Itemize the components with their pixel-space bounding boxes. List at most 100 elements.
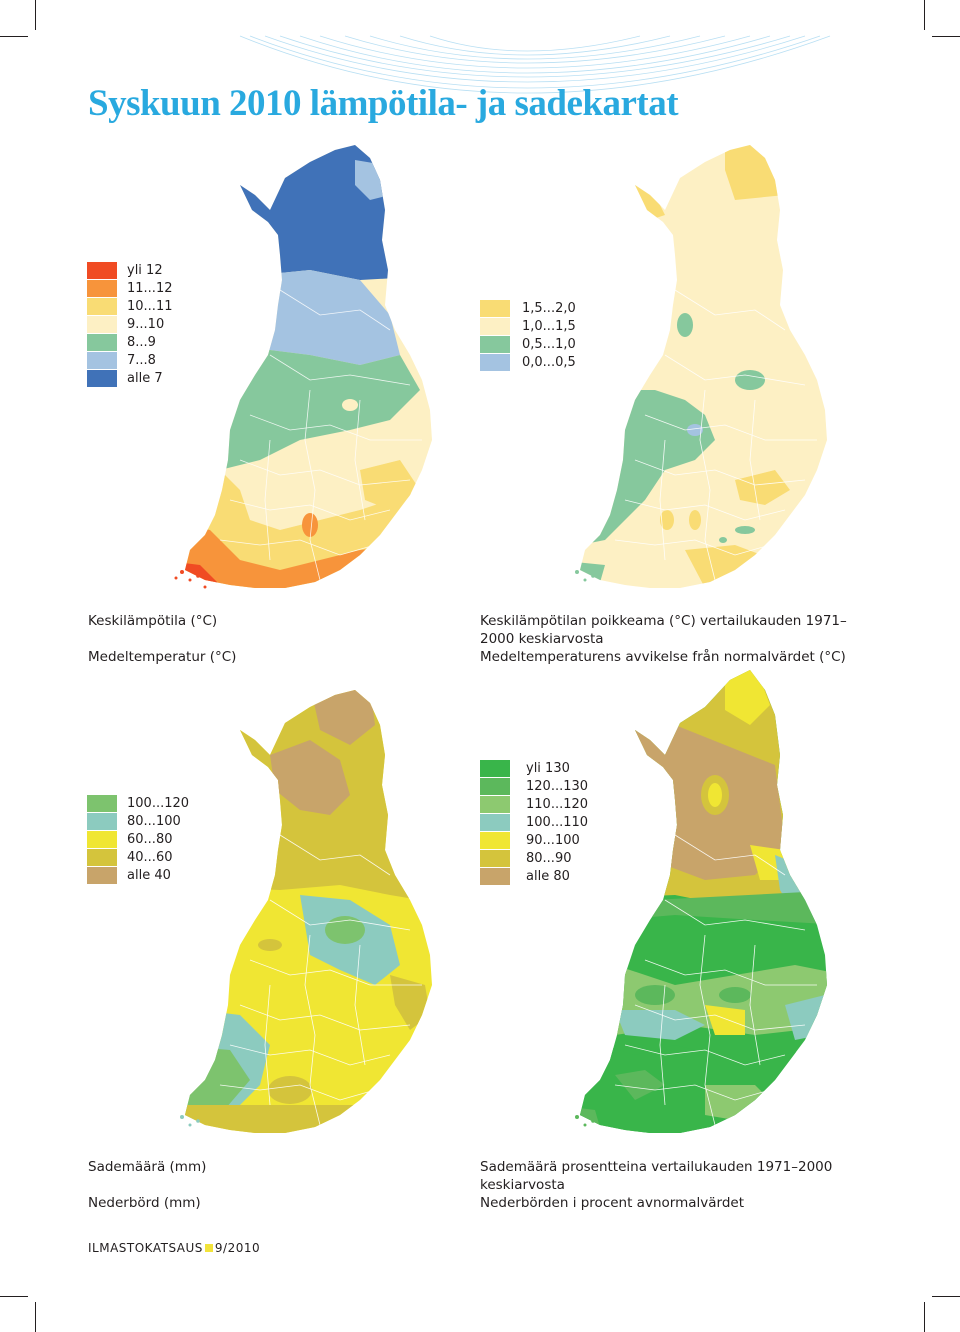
- temperature-legend: yli 12 11...12 10...11 9...10 8...9 7...…: [87, 262, 172, 388]
- legend-label: yli 12: [127, 263, 163, 278]
- legend-swatch: [480, 318, 510, 336]
- crop-mark: [0, 1296, 28, 1297]
- crop-mark: [0, 36, 28, 37]
- precipitation-map: [180, 690, 432, 1133]
- temperature-map: [174, 145, 432, 589]
- legend-swatch: [480, 300, 510, 318]
- legend-swatch: [480, 868, 510, 886]
- footer-issue: 9/2010: [214, 1241, 261, 1255]
- legend-item: 80...100: [87, 813, 181, 831]
- temperature-caption-sv: Medeltemperatur (°C): [88, 649, 237, 665]
- legend-label: 1,0...1,5: [522, 319, 576, 334]
- legend-swatch: [480, 760, 510, 778]
- legend-label: alle 40: [127, 868, 171, 883]
- legend-swatch: [480, 832, 510, 850]
- precipitation-legend: 100...120 80...100 60...80 40...60 alle …: [87, 795, 189, 885]
- legend-label: yli 130: [526, 761, 570, 776]
- percent-caption-fi-2: keskiarvosta: [480, 1177, 565, 1193]
- legend-item: 80...90: [480, 850, 571, 868]
- legend-swatch: [480, 354, 510, 372]
- legend-label: 1,5...2,0: [522, 301, 576, 316]
- legend-item: 1,5...2,0: [480, 300, 576, 318]
- legend-item: alle 40: [87, 867, 171, 885]
- legend-swatch: [87, 867, 117, 885]
- legend-label: 40...60: [127, 850, 173, 865]
- legend-item: 10...11: [87, 298, 172, 316]
- legend-item: 120...130: [480, 778, 588, 796]
- legend-item: 9...10: [87, 316, 164, 334]
- legend-label: 100...110: [526, 815, 589, 830]
- legend-swatch: [480, 814, 510, 832]
- crop-mark: [35, 1302, 36, 1332]
- legend-label: 9...10: [127, 317, 165, 332]
- legend-label: 90...100: [526, 833, 580, 848]
- legend-label: 60...80: [127, 832, 173, 847]
- deviation-caption-sv: Medeltemperaturens avvikelse från normal…: [480, 649, 846, 665]
- legend-label: 10...11: [127, 299, 173, 314]
- legend-item: alle 7: [87, 370, 163, 388]
- legend-swatch: [480, 336, 510, 354]
- legend-swatch: [480, 850, 510, 868]
- legend-item: 100...110: [480, 814, 588, 832]
- crop-mark: [924, 1302, 925, 1332]
- footer-square-icon: [204, 1244, 213, 1252]
- legend-label: 8...9: [127, 335, 156, 350]
- legend-label: 0,5...1,0: [522, 337, 576, 352]
- crop-mark: [932, 36, 960, 37]
- page-title: Syskuun 2010 lämpötila- ja sadekartat: [88, 83, 679, 124]
- legend-label: 11...12: [127, 281, 173, 296]
- legend-item: 100...120: [87, 795, 189, 813]
- crop-mark: [924, 0, 925, 30]
- temperature-deviation-legend: 1,5...2,0 1,0...1,5 0,5...1,0 0,0...0,5: [480, 300, 576, 372]
- legend-item: 0,0...0,5: [480, 354, 576, 372]
- legend-swatch: [87, 813, 117, 831]
- legend-item: 1,0...1,5: [480, 318, 576, 336]
- legend-swatch: [87, 849, 117, 867]
- precipitation-caption-sv: Nederbörd (mm): [88, 1195, 201, 1211]
- legend-item: 90...100: [480, 832, 580, 850]
- legend-item: 60...80: [87, 831, 172, 849]
- legend-label: 80...100: [127, 814, 181, 829]
- legend-item: 110...120: [480, 796, 588, 814]
- temperature-deviation-map: [575, 145, 827, 588]
- legend-label: alle 80: [526, 869, 570, 884]
- legend-swatch: [87, 334, 117, 352]
- precipitation-percent-map: [575, 670, 827, 1133]
- legend-swatch: [480, 796, 510, 814]
- footer: ILMASTOKATSAUS 9/2010: [88, 1241, 260, 1255]
- legend-label: 80...90: [526, 851, 572, 866]
- percent-caption-sv: Nederbörden i procent avnormalvärdet: [480, 1195, 744, 1211]
- percent-caption-fi: Sademäärä prosentteina vertailukauden 19…: [480, 1159, 833, 1175]
- legend-swatch: [87, 795, 117, 813]
- precipitation-caption-fi: Sademäärä (mm): [88, 1159, 207, 1175]
- legend-swatch: [87, 316, 117, 334]
- legend-item: yli 12: [87, 262, 163, 280]
- legend-label: alle 7: [127, 371, 163, 386]
- legend-label: 7...8: [127, 353, 156, 368]
- footer-publication: ILMASTOKATSAUS: [88, 1241, 203, 1255]
- crop-mark: [35, 0, 36, 30]
- legend-swatch: [87, 831, 117, 849]
- crop-mark: [932, 1296, 960, 1297]
- legend-item: 40...60: [87, 849, 172, 867]
- legend-swatch: [87, 370, 117, 388]
- legend-item: 0,5...1,0: [480, 336, 576, 354]
- legend-swatch: [87, 280, 117, 298]
- legend-swatch: [87, 352, 117, 370]
- deviation-caption-fi-2: 2000 keskiarvosta: [480, 631, 604, 647]
- legend-label: 110...120: [526, 797, 589, 812]
- legend-item: 8...9: [87, 334, 156, 352]
- legend-swatch: [480, 778, 510, 796]
- legend-item: 7...8: [87, 352, 156, 370]
- temperature-caption-fi: Keskilämpötila (°C): [88, 613, 218, 629]
- legend-item: yli 130: [480, 760, 570, 778]
- legend-item: alle 80: [480, 868, 570, 886]
- legend-swatch: [87, 262, 117, 280]
- precipitation-percent-legend: yli 130 120...130 110...120 100...110 90…: [480, 760, 588, 886]
- legend-label: 0,0...0,5: [522, 355, 576, 370]
- deviation-caption-fi: Keskilämpötilan poikkeama (°C) vertailuk…: [480, 613, 847, 629]
- legend-label: 120...130: [526, 779, 589, 794]
- legend-swatch: [87, 298, 117, 316]
- legend-label: 100...120: [127, 796, 190, 811]
